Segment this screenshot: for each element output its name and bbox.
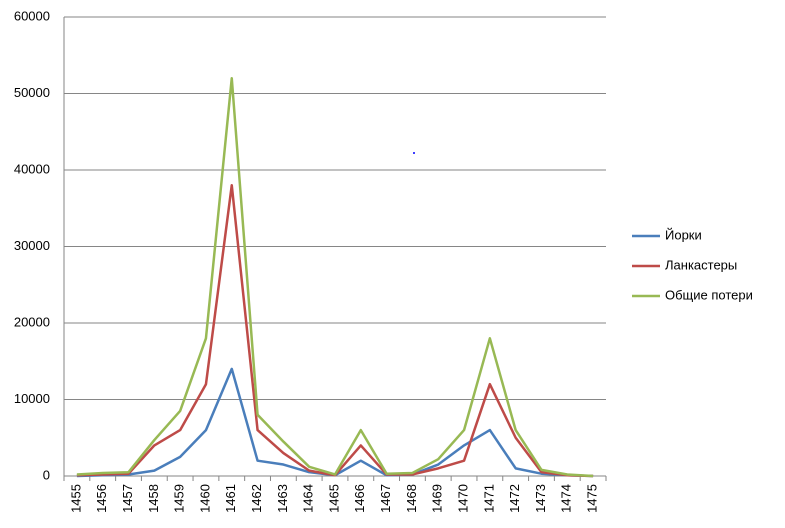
x-tick-label: 1473 — [533, 484, 548, 513]
legend-label: Общие потери — [665, 287, 753, 302]
x-tick-label: 1472 — [507, 484, 522, 513]
x-tick-label: 1455 — [68, 484, 83, 513]
x-tick-label: 1464 — [301, 484, 316, 513]
x-tick-label: 1468 — [404, 484, 419, 513]
y-tick-label: 0 — [43, 467, 50, 482]
stray-dot — [413, 152, 415, 154]
x-tick-label: 1470 — [455, 484, 470, 513]
y-tick-label: 60000 — [14, 8, 50, 23]
x-tick-label: 1475 — [585, 484, 600, 513]
x-tick-label: 1456 — [94, 484, 109, 513]
x-tick-label: 1460 — [197, 484, 212, 513]
x-tick-label: 1474 — [559, 484, 574, 513]
x-tick-label: 1466 — [352, 484, 367, 513]
legend-label: Ланкастеры — [665, 257, 737, 272]
line-series — [76, 76, 594, 478]
x-tick-label: 1463 — [275, 484, 290, 513]
legend-label: Йорки — [665, 227, 702, 242]
y-tick-label: 20000 — [14, 314, 50, 329]
x-tick-label: 1461 — [223, 484, 238, 513]
y-tick-label: 40000 — [14, 161, 50, 176]
x-tick-label: 1471 — [481, 484, 496, 513]
x-tick-label: 1457 — [120, 484, 135, 513]
x-tick-label: 1458 — [146, 484, 161, 513]
x-tick-label: 1469 — [430, 484, 445, 513]
x-tick-label: 1467 — [378, 484, 393, 513]
x-tick-label: 1465 — [326, 484, 341, 513]
line-series — [76, 367, 594, 478]
y-tick-label: 30000 — [14, 238, 50, 253]
x-tick-label: 1459 — [172, 484, 187, 513]
y-tick-label: 50000 — [14, 85, 50, 100]
y-tick-label: 10000 — [14, 391, 50, 406]
x-tick-label: 1462 — [249, 484, 264, 513]
